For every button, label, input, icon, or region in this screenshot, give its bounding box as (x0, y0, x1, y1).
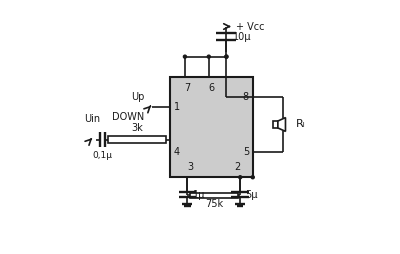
Circle shape (225, 55, 228, 58)
Circle shape (207, 55, 210, 58)
Circle shape (184, 55, 186, 58)
Text: Uin: Uin (84, 115, 100, 124)
Text: 6: 6 (208, 83, 214, 93)
Text: + Vcc: + Vcc (236, 22, 265, 31)
Text: 7: 7 (184, 83, 190, 93)
Text: Up: Up (131, 92, 145, 102)
Bar (273, 121, 278, 128)
Text: DOWN: DOWN (112, 112, 145, 122)
Text: 2: 2 (234, 162, 241, 172)
Text: 0,1µ: 0,1µ (92, 151, 112, 160)
Text: 3: 3 (187, 162, 193, 172)
Polygon shape (278, 118, 286, 131)
Text: 1µ: 1µ (192, 190, 205, 200)
Bar (108, 136, 166, 143)
Text: 5µ: 5µ (245, 190, 258, 200)
Text: 75k: 75k (205, 199, 223, 209)
Bar (190, 193, 238, 198)
Text: 3k: 3k (131, 123, 143, 133)
Text: 8: 8 (243, 92, 249, 102)
Text: 1: 1 (174, 102, 180, 112)
Circle shape (239, 176, 242, 179)
Circle shape (225, 55, 228, 58)
Text: 10µ: 10µ (233, 31, 251, 42)
Text: Rₗ: Rₗ (296, 119, 305, 130)
Bar (170, 77, 253, 177)
Circle shape (251, 176, 254, 179)
Text: 4: 4 (174, 147, 180, 157)
Text: 5: 5 (243, 147, 249, 157)
